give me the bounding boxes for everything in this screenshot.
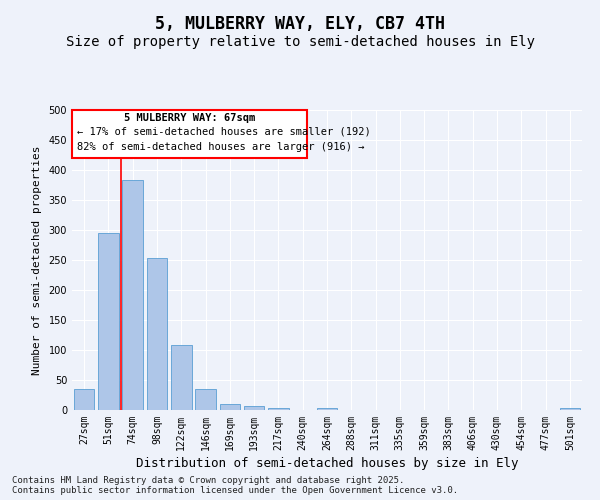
Bar [171,345,191,410]
Bar [317,408,337,410]
Bar [74,389,94,410]
Bar [98,233,119,410]
Bar [220,404,240,410]
X-axis label: Distribution of semi-detached houses by size in Ely: Distribution of semi-detached houses by … [136,457,518,470]
Text: 5, MULBERRY WAY, ELY, CB7 4TH: 5, MULBERRY WAY, ELY, CB7 4TH [155,15,445,33]
Bar [146,258,167,410]
Bar [268,408,289,410]
Bar [560,408,580,410]
Bar [122,180,143,410]
Text: Size of property relative to semi-detached houses in Ely: Size of property relative to semi-detach… [65,35,535,49]
Text: 5 MULBERRY WAY: 67sqm: 5 MULBERRY WAY: 67sqm [124,113,255,123]
Y-axis label: Number of semi-detached properties: Number of semi-detached properties [32,145,41,375]
FancyBboxPatch shape [72,110,307,158]
Text: Contains HM Land Registry data © Crown copyright and database right 2025.
Contai: Contains HM Land Registry data © Crown c… [12,476,458,495]
Bar [195,389,216,410]
Text: 82% of semi-detached houses are larger (916) →: 82% of semi-detached houses are larger (… [77,142,365,152]
Text: ← 17% of semi-detached houses are smaller (192): ← 17% of semi-detached houses are smalle… [77,126,371,136]
Bar [244,406,265,410]
